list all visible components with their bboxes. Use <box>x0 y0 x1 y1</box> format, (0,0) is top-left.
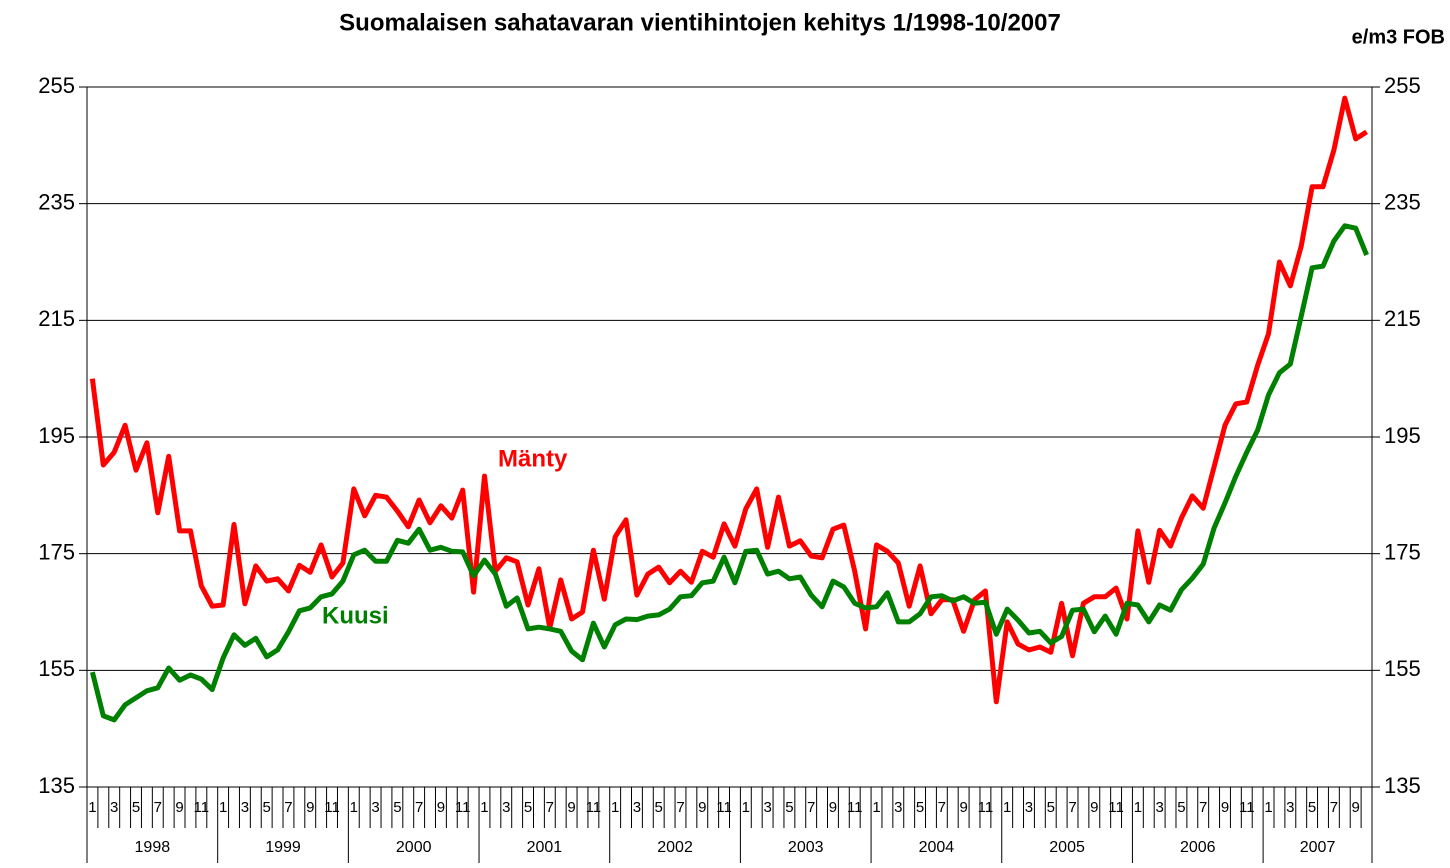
y2-tick-label: 215 <box>1384 306 1421 331</box>
x-tick-label: 5 <box>1308 799 1316 816</box>
y2-tick-label: 255 <box>1384 73 1421 98</box>
year-label: 2001 <box>527 839 563 856</box>
x-tick-label: 9 <box>959 799 967 816</box>
x-tick-label: 1 <box>350 799 358 816</box>
x-tick-label: 7 <box>676 799 684 816</box>
chart-title: Suomalaisen sahatavaran vientihintojen k… <box>339 9 1061 36</box>
x-tick-label: 7 <box>154 799 162 816</box>
x-tick-label: 9 <box>829 799 837 816</box>
x-tick-label: 5 <box>655 799 663 816</box>
year-label: 2004 <box>919 839 955 856</box>
x-tick-label: 1 <box>742 799 750 816</box>
x-tick-label: 7 <box>415 799 423 816</box>
x-tick-label: 7 <box>1068 799 1076 816</box>
year-label: 2007 <box>1300 839 1336 856</box>
y-tick-label: 135 <box>38 773 75 798</box>
year-label: 1998 <box>135 839 171 856</box>
y-tick-label: 255 <box>38 73 75 98</box>
x-tick-label: 7 <box>284 799 292 816</box>
y-tick-label: 235 <box>38 189 75 214</box>
y-tick-label: 175 <box>38 539 75 564</box>
x-tick-label: 9 <box>306 799 314 816</box>
x-tick-label: 11 <box>847 799 863 816</box>
x-tick-label: 5 <box>524 799 532 816</box>
year-label: 2005 <box>1049 839 1085 856</box>
x-tick-label: 7 <box>807 799 815 816</box>
x-tick-label: 5 <box>1177 799 1185 816</box>
x-tick-label: 1 <box>1003 799 1011 816</box>
x-tick-label: 5 <box>916 799 924 816</box>
x-tick-label: 3 <box>110 799 118 816</box>
year-label: 2006 <box>1180 839 1216 856</box>
series-label: Kuusi <box>322 602 389 629</box>
x-tick-label: 11 <box>1108 799 1124 816</box>
x-tick-label: 11 <box>324 799 340 816</box>
x-tick-label: 3 <box>502 799 510 816</box>
series-label: Mänty <box>498 445 568 472</box>
x-tick-label: 3 <box>894 799 902 816</box>
x-tick-label: 7 <box>938 799 946 816</box>
year-label: 2002 <box>657 839 693 856</box>
x-tick-label: 7 <box>1330 799 1338 816</box>
x-tick-label: 7 <box>546 799 554 816</box>
x-tick-label: 5 <box>263 799 271 816</box>
x-tick-label: 5 <box>132 799 140 816</box>
x-tick-label: 9 <box>437 799 445 816</box>
x-tick-label: 9 <box>175 799 183 816</box>
x-tick-label: 1 <box>1134 799 1142 816</box>
y2-tick-label: 155 <box>1384 656 1421 681</box>
y-tick-label: 215 <box>38 306 75 331</box>
x-tick-label: 5 <box>785 799 793 816</box>
x-tick-label: 3 <box>1155 799 1163 816</box>
x-tick-label: 3 <box>1286 799 1294 816</box>
y2-tick-label: 175 <box>1384 539 1421 564</box>
x-tick-label: 5 <box>1047 799 1055 816</box>
x-tick-label: 9 <box>1221 799 1229 816</box>
x-tick-label: 1 <box>872 799 880 816</box>
year-label: 2003 <box>788 839 824 856</box>
x-tick-label: 9 <box>1090 799 1098 816</box>
x-tick-label: 3 <box>763 799 771 816</box>
year-label: 1999 <box>265 839 301 856</box>
x-tick-label: 3 <box>1025 799 1033 816</box>
x-tick-label: 11 <box>194 799 210 816</box>
x-tick-label: 3 <box>633 799 641 816</box>
series-line <box>89 223 1369 723</box>
y-tick-label: 155 <box>38 656 75 681</box>
y-tick-label: 195 <box>38 423 75 448</box>
y2-tick-label: 235 <box>1384 189 1421 214</box>
unit-label: e/m3 FOB <box>1352 26 1445 48</box>
x-tick-label: 9 <box>1351 799 1359 816</box>
x-tick-label: 1 <box>88 799 96 816</box>
x-tick-label: 3 <box>241 799 249 816</box>
x-tick-label: 9 <box>567 799 575 816</box>
y2-tick-label: 195 <box>1384 423 1421 448</box>
x-tick-label: 1 <box>480 799 488 816</box>
series-line <box>89 95 1368 705</box>
x-tick-label: 7 <box>1199 799 1207 816</box>
x-tick-label: 9 <box>698 799 706 816</box>
x-tick-label: 5 <box>393 799 401 816</box>
x-tick-label: 1 <box>1264 799 1272 816</box>
x-tick-label: 11 <box>1239 799 1255 816</box>
x-tick-label: 11 <box>586 799 602 816</box>
x-tick-label: 1 <box>219 799 227 816</box>
x-tick-label: 1 <box>611 799 619 816</box>
y2-tick-label: 135 <box>1384 773 1421 798</box>
x-tick-label: 11 <box>716 799 732 816</box>
x-tick-label: 11 <box>455 799 471 816</box>
x-tick-label: 11 <box>978 799 994 816</box>
year-label: 2000 <box>396 839 432 856</box>
x-tick-label: 3 <box>371 799 379 816</box>
